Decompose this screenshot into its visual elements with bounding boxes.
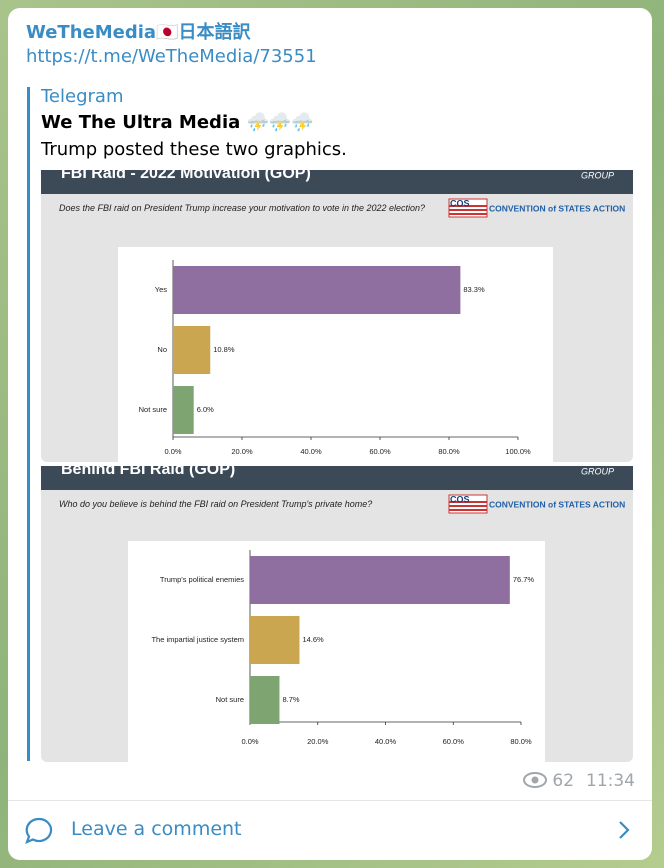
x-tick-label: 0.0% — [241, 737, 258, 746]
logo-stripe — [449, 501, 487, 503]
question-box: Who do you believe is behind the FBI rai… — [59, 499, 373, 509]
org: CONVENTION of STATES ACTION — [489, 203, 625, 213]
value-label: 83.3% — [463, 285, 485, 294]
chart-image[interactable]: FBI Raid - 2022 Motivation (GOP) GROUP COS… — [41, 170, 633, 462]
x-tick-label: 100.0% — [505, 447, 531, 456]
post-text: Trump posted these two graphics. — [41, 139, 347, 160]
category-label: Not sure — [139, 405, 167, 414]
logo-stripe — [449, 213, 487, 215]
bar — [173, 326, 211, 374]
forward-source[interactable]: Telegram — [41, 86, 124, 107]
bar — [250, 616, 300, 664]
category-label: Trump's political enemies — [160, 575, 244, 584]
eye-icon — [523, 772, 547, 788]
x-tick-label: 40.0% — [375, 737, 397, 746]
forward-author: We The Ultra Media ⛈️⛈️⛈️ — [41, 112, 314, 133]
logo-stripe — [449, 205, 487, 207]
divider — [8, 800, 652, 801]
x-tick-label: 60.0% — [443, 737, 465, 746]
post-link[interactable]: https://t.me/WeTheMedia/73551 — [26, 46, 317, 67]
value-label: 8.7% — [282, 695, 299, 704]
logo-stripe — [449, 505, 487, 507]
question: Does the FBI raid on President Trump inc… — [59, 203, 426, 213]
logo-flag — [448, 198, 488, 218]
x-tick-label: 60.0% — [369, 447, 391, 456]
x-tick-label: 40.0% — [300, 447, 322, 456]
post-time: 11:34 — [586, 771, 635, 791]
bar — [250, 556, 510, 604]
question: Who do you believe is behind the FBI rai… — [59, 499, 373, 509]
value-label: 14.6% — [302, 635, 324, 644]
view-count: 62 — [523, 771, 574, 791]
banner-title: FBI Raid - 2022 Motivation (GOP) — [61, 170, 311, 182]
value-label: 6.0% — [197, 405, 214, 414]
comment-icon[interactable] — [24, 816, 54, 846]
logo-flag — [448, 494, 488, 514]
x-tick-label: 80.0% — [438, 447, 460, 456]
value-label: 10.8% — [213, 345, 235, 354]
question-box: Does the FBI raid on President Trump inc… — [59, 203, 426, 213]
value-label: 76.7% — [513, 575, 535, 584]
banner-title: Behind FBI Raid (GOP) — [61, 466, 235, 478]
logo: COS — [450, 198, 470, 208]
banner — [41, 466, 633, 490]
category-label: The impartial justice system — [151, 635, 244, 644]
brand: GROUP — [581, 466, 614, 476]
logo-stripe — [449, 509, 487, 511]
x-tick-label: 20.0% — [307, 737, 329, 746]
org: CONVENTION of STATES ACTION — [489, 499, 625, 509]
comment-link[interactable]: Leave a comment — [71, 818, 242, 840]
bar — [173, 386, 194, 434]
x-tick-label: 0.0% — [164, 447, 181, 456]
chevron[interactable] — [616, 820, 632, 840]
category-label: Not sure — [216, 695, 244, 704]
x-tick-label: 20.0% — [231, 447, 253, 456]
bar — [173, 266, 461, 314]
views: 62 — [552, 771, 575, 791]
quote-bar — [27, 87, 30, 761]
message-card: WeTheMedia🇯🇵日本語訳 https://t.me/WeTheMedia… — [8, 8, 652, 860]
bar — [250, 676, 280, 724]
logo-stripe — [449, 209, 487, 211]
logo: COS — [450, 494, 470, 504]
banner — [41, 170, 633, 194]
channel-name[interactable]: WeTheMedia🇯🇵日本語訳 — [26, 22, 251, 43]
brand: GROUP — [581, 170, 614, 180]
category-label: No — [157, 345, 167, 354]
x-tick-label: 80.0% — [510, 737, 532, 746]
chart-image[interactable]: Behind FBI Raid (GOP) GROUP COS CONVENTION … — [41, 466, 633, 762]
category-label: Yes — [155, 285, 167, 294]
